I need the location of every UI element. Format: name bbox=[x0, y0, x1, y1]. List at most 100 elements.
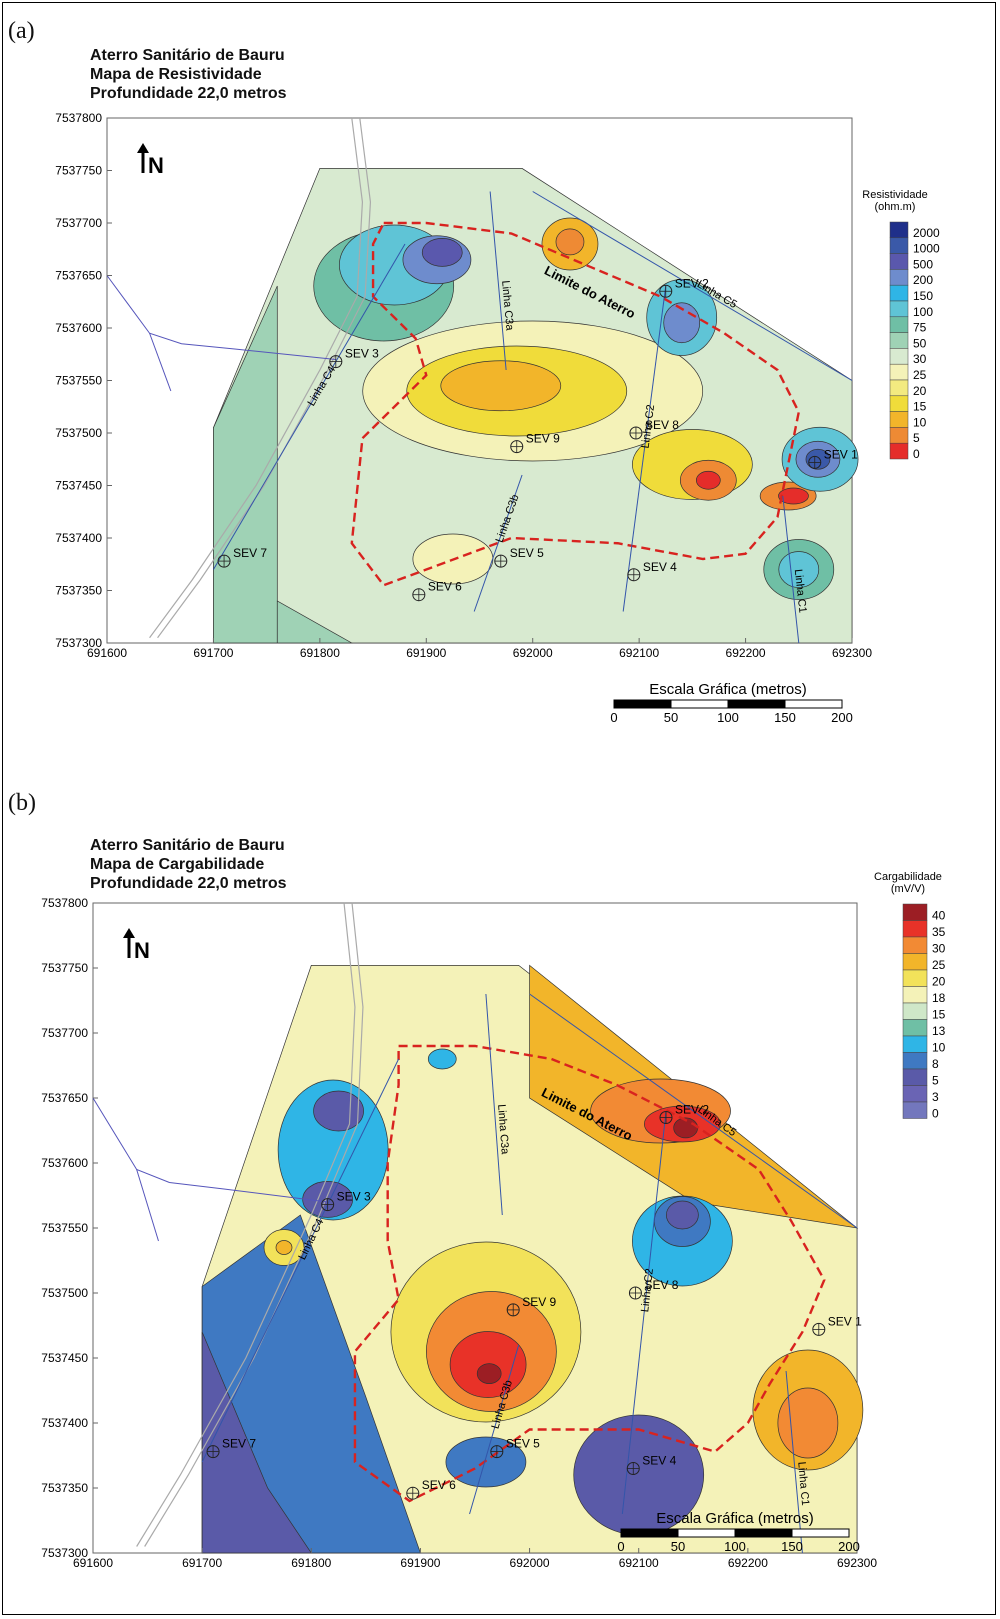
region-nw-orange-b bbox=[275, 1240, 293, 1255]
legend-swatch-b-2 bbox=[902, 936, 928, 954]
x-tick-label-a-4: 692000 bbox=[513, 646, 553, 660]
legend-swatch-a-3 bbox=[889, 269, 909, 286]
x-tick-label-a-2: 691800 bbox=[300, 646, 340, 660]
legend-swatch-a-7 bbox=[889, 332, 909, 349]
y-tick-label-a-8: 7537400 bbox=[55, 531, 102, 545]
legend-swatch-b-1 bbox=[902, 920, 928, 938]
legend-level-a-4: 150 bbox=[913, 289, 933, 303]
legend-swatch-a-11 bbox=[889, 395, 909, 412]
legend-level-b-4: 20 bbox=[932, 975, 946, 989]
region-east-red-a bbox=[695, 470, 721, 490]
survey-line-b-1 bbox=[621, 1110, 667, 1515]
survey-line-b-5 bbox=[529, 993, 858, 1229]
survey-line-a-2 bbox=[489, 191, 507, 371]
scale-title-b: Escala Gráfica (metros) bbox=[656, 1510, 814, 1527]
legend-swatch-b-12 bbox=[902, 1101, 928, 1119]
legend-swatch-a-5 bbox=[889, 300, 909, 318]
region-centre-orange-a bbox=[440, 360, 562, 412]
panel-b-title: Aterro Sanitário de Bauru Mapa de Cargab… bbox=[90, 836, 287, 893]
sev-label-a-5: SEV 6 bbox=[428, 580, 462, 594]
scale-tick-a-0: 0 bbox=[610, 710, 617, 725]
legend-level-a-3: 200 bbox=[913, 273, 933, 287]
legend-level-a-11: 15 bbox=[913, 400, 927, 414]
y-tick-label-a-2: 7537700 bbox=[55, 216, 102, 230]
y-tick-label-a-9: 7537350 bbox=[55, 584, 102, 598]
legend-level-b-12: 0 bbox=[932, 1107, 939, 1121]
scale-tick-a-3: 150 bbox=[774, 710, 796, 725]
panel-b-title-line-1: Aterro Sanitário de Bauru bbox=[90, 837, 285, 854]
legend-swatch-b-8 bbox=[902, 1035, 928, 1053]
north-label-a: N bbox=[148, 153, 164, 178]
region-sev1-dark-a bbox=[805, 448, 831, 470]
region-north-purple-a bbox=[421, 238, 463, 267]
x-tick-label-b-2: 691800 bbox=[291, 1556, 331, 1570]
sev-label-a-4: SEV 5 bbox=[510, 546, 544, 560]
sev-label-b-0: SEV 1 bbox=[828, 1314, 862, 1328]
legend-level-b-3: 25 bbox=[932, 958, 946, 972]
legend-swatch-b-10 bbox=[902, 1068, 928, 1086]
y-tick-label-b-2: 7537700 bbox=[41, 1026, 88, 1040]
y-tick-label-b-5: 7537550 bbox=[41, 1221, 88, 1235]
panel-a-letter: (a) bbox=[8, 18, 35, 44]
sev-label-b-6: SEV 7 bbox=[222, 1437, 256, 1451]
y-tick-label-b-3: 7537650 bbox=[41, 1091, 88, 1105]
legend-unit-b: (mV/V) bbox=[891, 883, 925, 895]
scale-tick-a-4: 200 bbox=[831, 710, 853, 725]
legend-swatch-a-8 bbox=[889, 348, 909, 365]
survey-line-b-3 bbox=[469, 1344, 520, 1515]
north-arrow-head-a bbox=[137, 143, 149, 153]
legend-swatch-a-13 bbox=[889, 427, 909, 444]
stream-branch-b bbox=[136, 1169, 159, 1242]
sev-label-b-1: SEV 2 bbox=[675, 1103, 709, 1117]
panel-a-title-line-1: Aterro Sanitário de Bauru bbox=[90, 47, 285, 64]
legend-level-a-5: 100 bbox=[913, 305, 933, 319]
road-line-1-a bbox=[149, 117, 364, 639]
y-tick-label-b-8: 7537400 bbox=[41, 1416, 88, 1430]
legend-swatch-a-1 bbox=[889, 237, 909, 254]
survey-line-b-2 bbox=[485, 993, 503, 1216]
region-sw-a bbox=[276, 600, 354, 644]
scale-tick-b-1: 50 bbox=[671, 1539, 685, 1554]
y-tick-label-a-0: 7537800 bbox=[55, 111, 102, 125]
road-line-2-b bbox=[144, 902, 364, 1547]
legend-swatch-b-0 bbox=[902, 903, 928, 921]
sev-label-a-8: SEV 9 bbox=[526, 432, 560, 446]
panel-a-title-line-3: Profundidade 22,0 metros bbox=[90, 85, 287, 102]
x-tick-label-b-5: 692100 bbox=[619, 1556, 659, 1570]
scale-tick-a-2: 100 bbox=[717, 710, 739, 725]
survey-line-label-a-1: Linha C2 bbox=[640, 404, 658, 449]
legend-swatch-b-5 bbox=[902, 986, 928, 1004]
legend-unit-a: (ohm.m) bbox=[875, 201, 916, 213]
x-tick-label-a-0: 691600 bbox=[87, 646, 127, 660]
x-tick-label-a-7: 692300 bbox=[832, 646, 872, 660]
x-tick-label-a-6: 692200 bbox=[726, 646, 766, 660]
legend-level-b-1: 35 bbox=[932, 925, 946, 939]
survey-line-b-0 bbox=[785, 1370, 803, 1554]
legend-swatch-a-2 bbox=[889, 253, 909, 270]
scale-segment-b-3 bbox=[791, 1528, 850, 1538]
x-tick-label-a-3: 691900 bbox=[406, 646, 446, 660]
survey-line-a-1 bbox=[622, 285, 667, 612]
panel-b-title-line-3: Profundidade 22,0 metros bbox=[90, 875, 287, 892]
legend-level-a-14: 0 bbox=[913, 447, 920, 461]
legend-level-a-9: 25 bbox=[913, 368, 927, 382]
survey-line-a-0 bbox=[782, 495, 800, 644]
legend-swatch-a-9 bbox=[889, 363, 909, 381]
legend-swatch-a-10 bbox=[889, 379, 909, 397]
survey-line-label-a-2: Linha C3a bbox=[499, 280, 515, 332]
region-nw-purple1-b bbox=[313, 1090, 364, 1132]
legend-level-b-2: 30 bbox=[932, 942, 946, 956]
legend-level-b-11: 3 bbox=[932, 1090, 939, 1104]
sev-label-a-7: SEV 8 bbox=[645, 418, 679, 432]
survey-line-label-b-1: Linha C2 bbox=[639, 1268, 656, 1313]
legend-level-b-5: 18 bbox=[932, 991, 946, 1005]
panel-b-title-line-2: Mapa de Cargabilidade bbox=[90, 856, 265, 873]
x-tick-label-b-1: 691700 bbox=[182, 1556, 222, 1570]
x-tick-label-b-7: 692300 bbox=[837, 1556, 877, 1570]
landfill-limit-b bbox=[353, 1044, 826, 1503]
